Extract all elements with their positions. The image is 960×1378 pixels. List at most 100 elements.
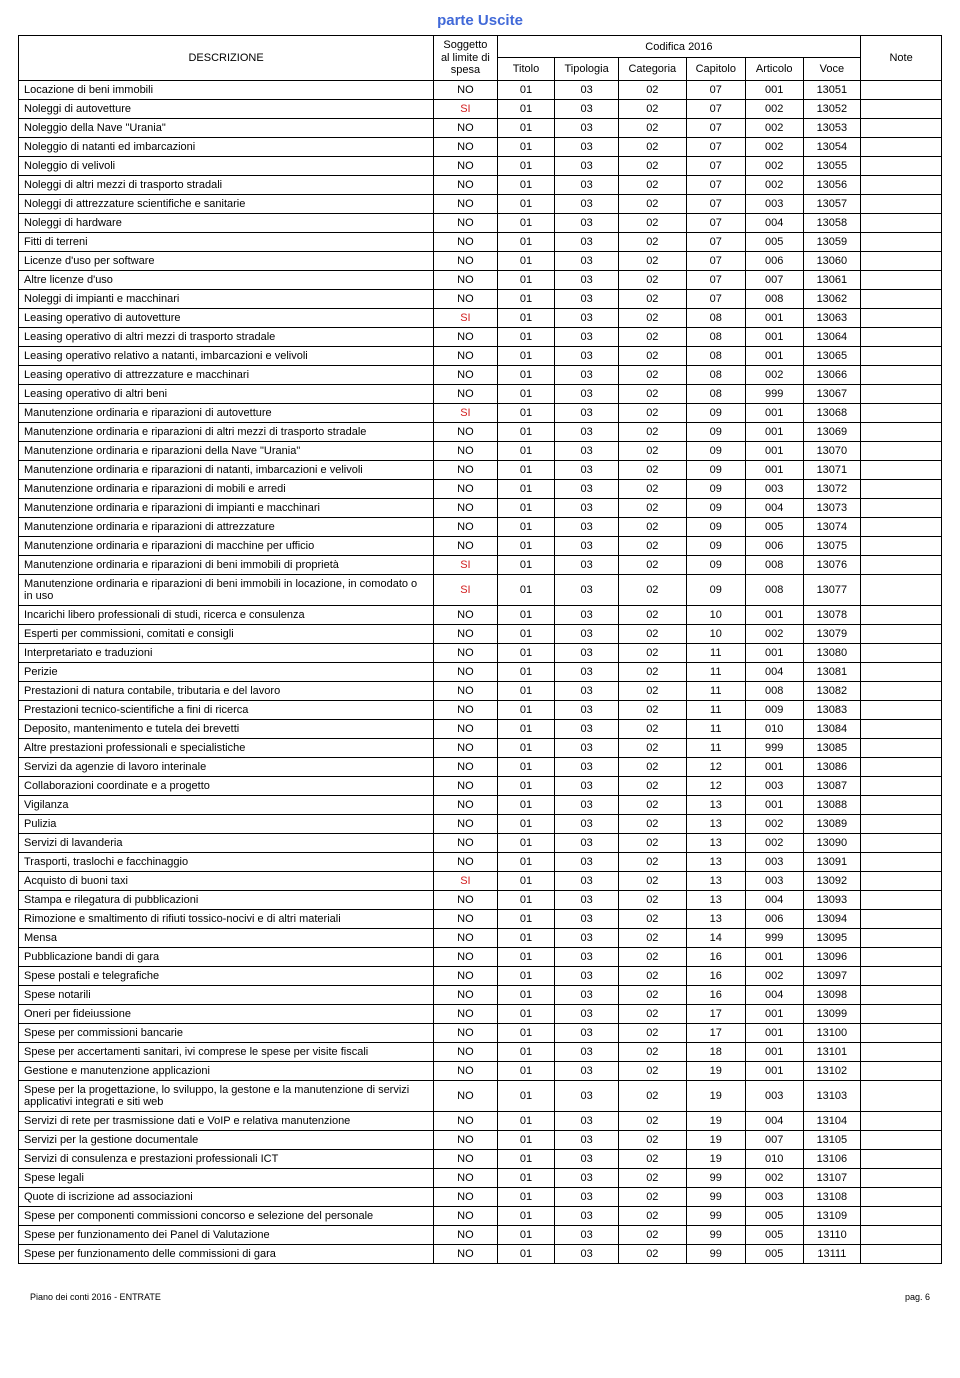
cell-code: 01 xyxy=(497,460,555,479)
cell-code: 03 xyxy=(555,536,619,555)
cell-code: 13110 xyxy=(803,1225,861,1244)
cell-desc: Leasing operativo di altri beni xyxy=(19,384,434,403)
cell-soggetto: NO xyxy=(434,232,497,251)
cell-desc: Esperti per commissioni, comitati e cons… xyxy=(19,624,434,643)
cell-code: 008 xyxy=(745,555,803,574)
cell-note xyxy=(861,947,942,966)
cell-code: 01 xyxy=(497,1206,555,1225)
col-codifica: Codifica 2016 xyxy=(497,36,861,58)
cell-code: 002 xyxy=(745,833,803,852)
cell-code: 07 xyxy=(686,194,745,213)
cell-note xyxy=(861,213,942,232)
cell-soggetto: NO xyxy=(434,738,497,757)
cell-code: 01 xyxy=(497,574,555,605)
subcol: Titolo xyxy=(497,58,555,80)
cell-code: 01 xyxy=(497,308,555,327)
cell-code: 13090 xyxy=(803,833,861,852)
cell-code: 01 xyxy=(497,833,555,852)
cell-code: 009 xyxy=(745,700,803,719)
cell-code: 13082 xyxy=(803,681,861,700)
cell-code: 004 xyxy=(745,985,803,1004)
table-row: Pubblicazione bandi di garaNO01030216001… xyxy=(19,947,942,966)
cell-note xyxy=(861,156,942,175)
cell-code: 13 xyxy=(686,890,745,909)
cell-code: 001 xyxy=(745,460,803,479)
cell-code: 03 xyxy=(555,871,619,890)
cell-code: 006 xyxy=(745,536,803,555)
cell-code: 09 xyxy=(686,517,745,536)
cell-code: 03 xyxy=(555,852,619,871)
table-row: Manutenzione ordinaria e riparazioni del… xyxy=(19,441,942,460)
cell-code: 03 xyxy=(555,422,619,441)
cell-desc: Spese per componenti commissioni concors… xyxy=(19,1206,434,1225)
cell-code: 07 xyxy=(686,213,745,232)
cell-desc: Noleggio di natanti ed imbarcazioni xyxy=(19,137,434,156)
cell-code: 02 xyxy=(618,795,686,814)
cell-code: 13068 xyxy=(803,403,861,422)
cell-code: 09 xyxy=(686,479,745,498)
table-row: Manutenzione ordinaria e riparazioni di … xyxy=(19,460,942,479)
cell-code: 16 xyxy=(686,947,745,966)
cell-code: 003 xyxy=(745,479,803,498)
cell-desc: Manutenzione ordinaria e riparazioni di … xyxy=(19,536,434,555)
cell-code: 03 xyxy=(555,175,619,194)
cell-note xyxy=(861,1225,942,1244)
table-row: PerizieNO0103021100413081 xyxy=(19,662,942,681)
cell-code: 01 xyxy=(497,1061,555,1080)
table-row: Manutenzione ordinaria e riparazioni di … xyxy=(19,517,942,536)
cell-desc: Noleggio di velivoli xyxy=(19,156,434,175)
table-row: Spese postali e telegraficheNO0103021600… xyxy=(19,966,942,985)
cell-desc: Leasing operativo di autovetture xyxy=(19,308,434,327)
cell-note xyxy=(861,833,942,852)
cell-code: 03 xyxy=(555,194,619,213)
table-row: Noleggi di impianti e macchinariNO010302… xyxy=(19,289,942,308)
cell-code: 16 xyxy=(686,985,745,1004)
cell-code: 02 xyxy=(618,662,686,681)
cell-soggetto: NO xyxy=(434,947,497,966)
table-row: MensaNO0103021499913095 xyxy=(19,928,942,947)
cell-soggetto: NO xyxy=(434,1042,497,1061)
cell-code: 010 xyxy=(745,719,803,738)
cell-code: 13 xyxy=(686,871,745,890)
cell-code: 03 xyxy=(555,517,619,536)
cell-code: 13058 xyxy=(803,213,861,232)
cell-code: 02 xyxy=(618,156,686,175)
cell-code: 01 xyxy=(497,1004,555,1023)
cell-soggetto: NO xyxy=(434,852,497,871)
table-row: Fitti di terreniNO0103020700513059 xyxy=(19,232,942,251)
cell-code: 002 xyxy=(745,814,803,833)
cell-code: 02 xyxy=(618,327,686,346)
cell-code: 99 xyxy=(686,1206,745,1225)
cell-desc: Interpretariato e traduzioni xyxy=(19,643,434,662)
cell-note xyxy=(861,757,942,776)
cell-soggetto: NO xyxy=(434,1225,497,1244)
cell-soggetto: NO xyxy=(434,1023,497,1042)
table-row: Gestione e manutenzione applicazioniNO01… xyxy=(19,1061,942,1080)
cell-code: 03 xyxy=(555,1111,619,1130)
cell-code: 13081 xyxy=(803,662,861,681)
cell-code: 02 xyxy=(618,1187,686,1206)
cell-code: 13062 xyxy=(803,289,861,308)
cell-soggetto: NO xyxy=(434,289,497,308)
cell-code: 03 xyxy=(555,270,619,289)
cell-code: 003 xyxy=(745,194,803,213)
cell-code: 13065 xyxy=(803,346,861,365)
cell-soggetto: NO xyxy=(434,536,497,555)
cell-code: 09 xyxy=(686,403,745,422)
cell-code: 13089 xyxy=(803,814,861,833)
cell-desc: Locazione di beni immobili xyxy=(19,80,434,99)
table-row: Quote di iscrizione ad associazioniNO010… xyxy=(19,1187,942,1206)
cell-code: 10 xyxy=(686,605,745,624)
cell-code: 08 xyxy=(686,346,745,365)
cell-note xyxy=(861,384,942,403)
cell-code: 02 xyxy=(618,1244,686,1263)
cell-note xyxy=(861,536,942,555)
cell-code: 13056 xyxy=(803,175,861,194)
cell-code: 003 xyxy=(745,871,803,890)
cell-desc: Acquisto di buoni taxi xyxy=(19,871,434,890)
page-title: parte Uscite xyxy=(18,12,942,29)
cell-code: 13067 xyxy=(803,384,861,403)
cell-code: 02 xyxy=(618,700,686,719)
cell-code: 07 xyxy=(686,175,745,194)
cell-code: 03 xyxy=(555,643,619,662)
